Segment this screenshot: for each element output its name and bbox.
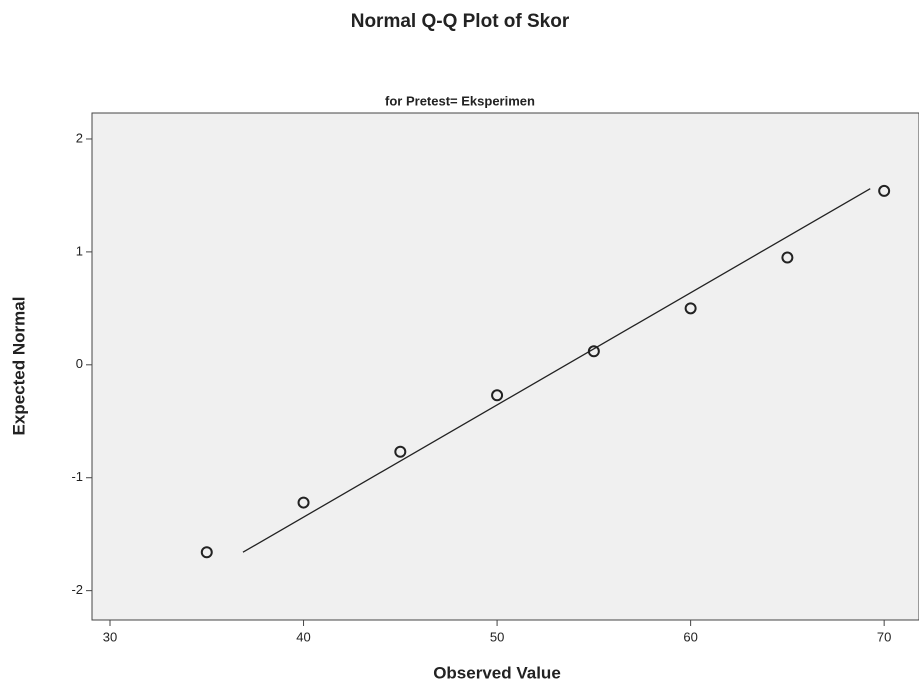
data-point (684, 302, 697, 315)
y-tick-label: -2 (71, 582, 83, 597)
data-point (394, 445, 407, 458)
plot-area (91, 112, 919, 621)
data-point (587, 345, 600, 358)
y-tick-label: -1 (71, 469, 83, 484)
chart-title: Normal Q-Q Plot of Skor (351, 11, 570, 32)
y-tick-label: 2 (76, 130, 83, 145)
x-axis-label: Observed Value (433, 663, 561, 682)
x-tick-label: 60 (683, 629, 697, 644)
data-point (297, 496, 310, 509)
y-axis-label: Expected Normal (9, 297, 28, 436)
y-tick-label: 0 (76, 356, 83, 371)
data-point (878, 184, 891, 197)
reference-line (242, 188, 871, 553)
data-point (491, 389, 504, 402)
x-tick-label: 40 (296, 629, 310, 644)
data-point (781, 251, 794, 264)
y-tick-label: 1 (76, 243, 83, 258)
x-tick-label: 30 (103, 629, 117, 644)
chart-subtitle: for Pretest= Eksperimen (385, 93, 535, 108)
data-point (200, 546, 213, 559)
x-tick-label: 70 (877, 629, 891, 644)
x-tick-label: 50 (490, 629, 504, 644)
